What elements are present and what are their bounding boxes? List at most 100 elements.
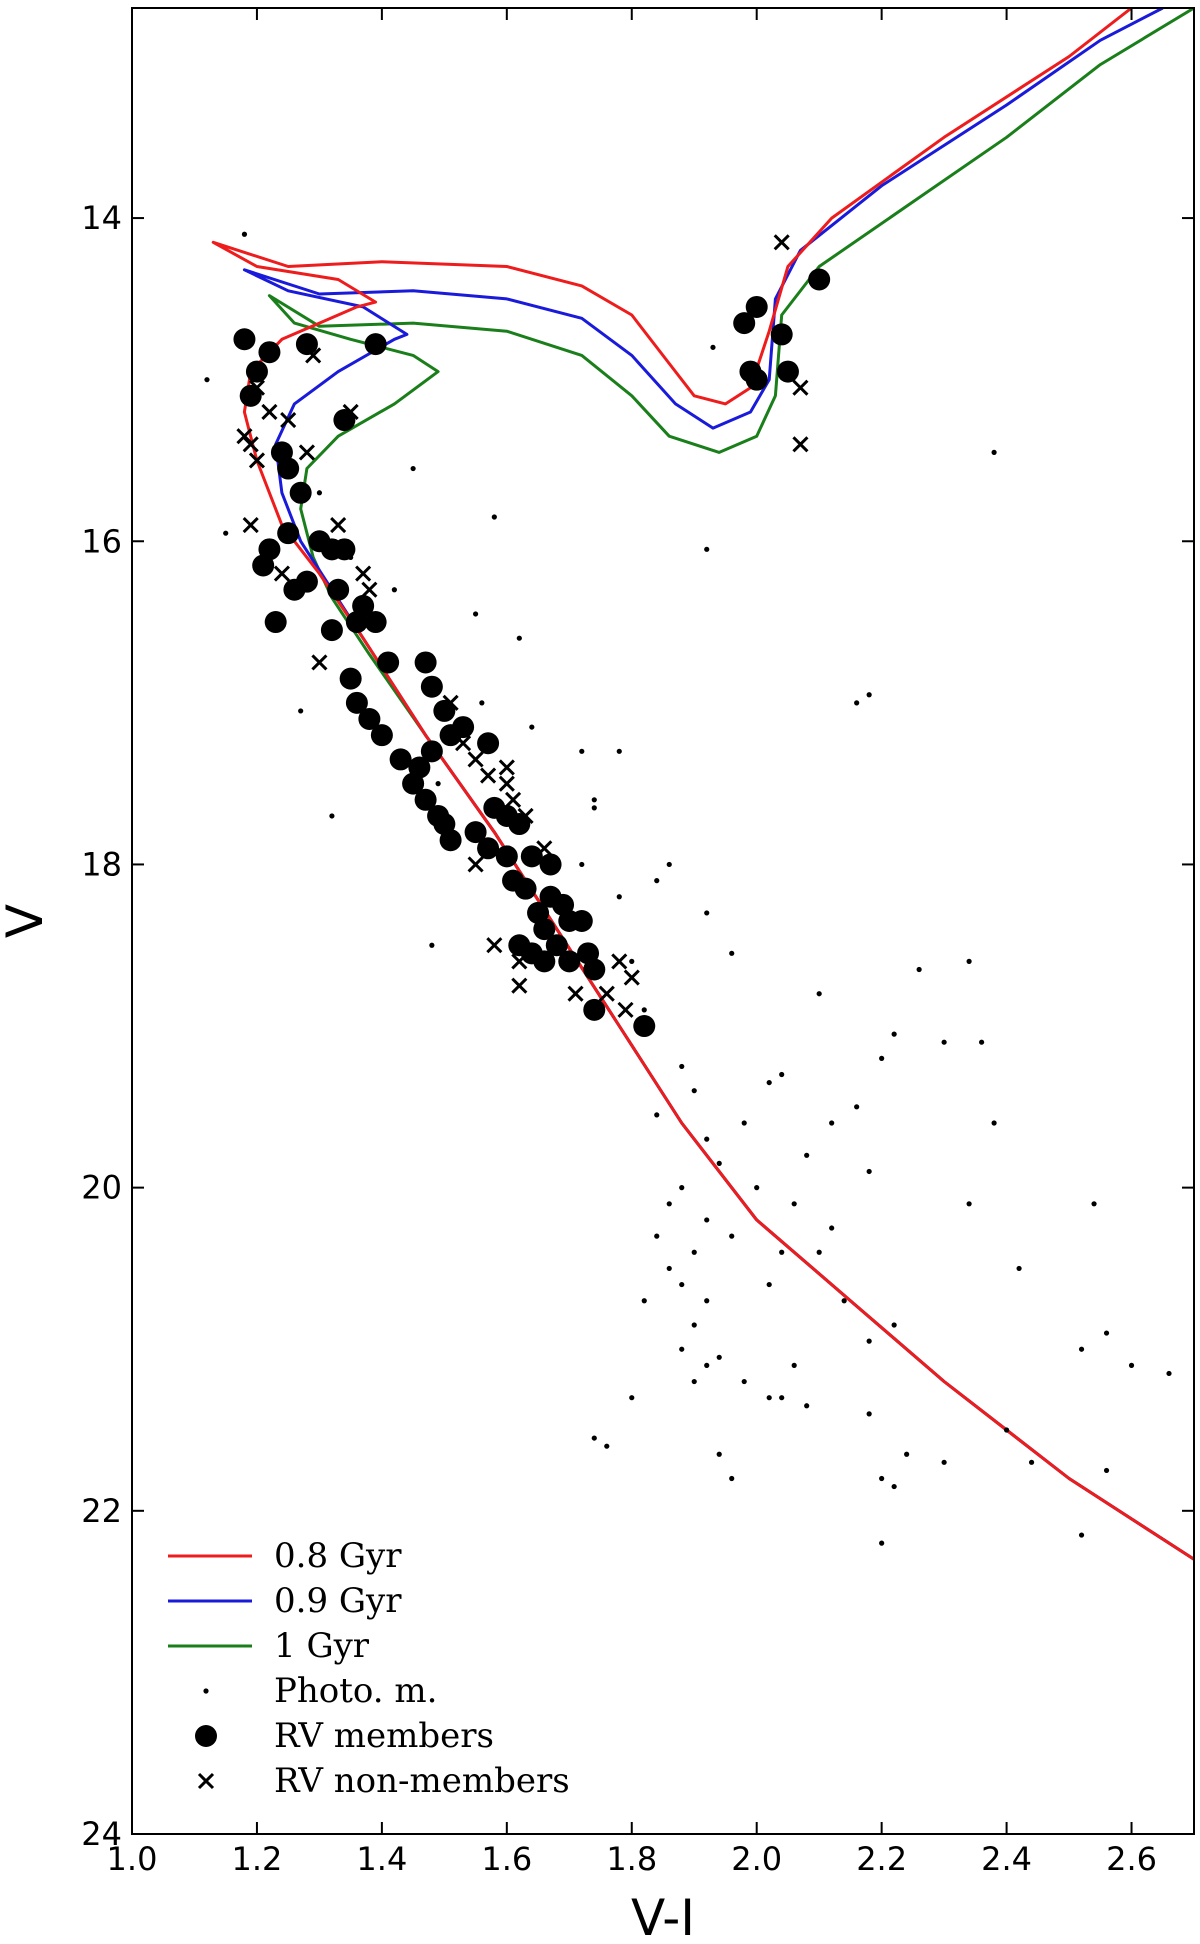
photometric-member-point [754, 1185, 760, 1191]
photometric-member-point [704, 1362, 710, 1368]
photometric-member-point [591, 1435, 597, 1441]
y-tick-label: 16 [81, 522, 122, 560]
photometric-member-point [516, 635, 522, 641]
photometric-member-point [616, 894, 622, 900]
x-tick-label: 1.2 [231, 1840, 282, 1878]
rv-member-point [420, 675, 443, 698]
x-tick-label: 1.0 [107, 1840, 158, 1878]
plot-frame [131, 7, 1195, 1835]
rv-non-member-point [298, 444, 315, 461]
y-tick-label: 18 [81, 845, 122, 883]
rv-non-member-point [342, 403, 359, 421]
rv-non-member-point [623, 969, 640, 986]
rv-member-point [545, 934, 568, 957]
rv-non-member-point [617, 1001, 634, 1018]
rv-member-point [733, 312, 756, 335]
rv-member-point [402, 772, 425, 795]
y-axis-title: V [0, 904, 54, 938]
photometric-member-point [691, 1249, 697, 1255]
rv-member-point [333, 538, 356, 561]
rv-member-point [452, 716, 475, 739]
photometric-member-point [654, 1112, 660, 1118]
photometric-member-point [1078, 1346, 1085, 1352]
rv-member-point [558, 950, 581, 973]
photometric-member-point [904, 1451, 910, 1457]
rv-non-member-point [242, 517, 259, 534]
rv-non-member-point [598, 985, 615, 1002]
photometric-member-point [879, 1540, 885, 1546]
photometric-member-point [729, 1233, 735, 1239]
rv-member-point [258, 341, 281, 364]
rv-non-member-point [773, 234, 790, 251]
x-tick-label: 2.4 [981, 1840, 1032, 1878]
rv-non-member-point [511, 953, 528, 970]
photometric-member-point [979, 1039, 985, 1045]
rv-member-point [364, 333, 387, 356]
photometric-member-point [679, 1063, 685, 1070]
photometric-member-point [1166, 1370, 1172, 1377]
rv-non-member-point [536, 840, 553, 857]
photometric-member-point [691, 1088, 697, 1094]
rv-non-member-point [330, 517, 347, 534]
rv-member-point [252, 554, 275, 577]
photometric-member-point [591, 805, 597, 811]
photometric-member-point [591, 797, 597, 803]
rv-member-point [233, 328, 256, 351]
rv-non-member-point [567, 985, 584, 1002]
photometric-member-point [704, 546, 710, 552]
rv-non-member-point [505, 791, 522, 808]
x-tick-label: 1.4 [356, 1840, 407, 1878]
rv-member-point [370, 724, 393, 747]
legend-label-photo-m: Photo. m. [274, 1671, 437, 1711]
y-tick-label: 20 [81, 1169, 122, 1207]
photometric-member-point [816, 1249, 822, 1255]
photometric-member-point [991, 449, 997, 455]
legend-swatch-rv-non-members [197, 1772, 215, 1790]
photometric-member-point [779, 1395, 785, 1401]
rv-non-member-point [361, 581, 378, 598]
rv-member-point [277, 522, 300, 545]
photometric-member-point [679, 1346, 685, 1352]
photometric-member-point [854, 700, 860, 706]
photometric-member-point [779, 1071, 785, 1078]
photometric-member-point [716, 1354, 722, 1360]
photometric-member-point [791, 1201, 797, 1207]
photometric-member-point [866, 1338, 872, 1344]
photometric-member-point [298, 708, 304, 714]
photometric-member-point [579, 748, 585, 754]
photometric-member-point [741, 1120, 747, 1126]
photometric-member-point [529, 724, 535, 730]
data-points [204, 231, 1172, 1546]
photometric-member-point [916, 966, 922, 973]
photometric-member-point [472, 611, 479, 617]
photometric-member-point [779, 1249, 785, 1255]
photometric-member-point [866, 1411, 872, 1417]
legend-label-0-8-gyr: 0.8 Gyr [274, 1536, 402, 1576]
rv-member-point [583, 998, 606, 1021]
photometric-member-point [1103, 1330, 1110, 1336]
rv-non-member-point [305, 347, 322, 364]
photometric-member-point [316, 490, 323, 496]
rv-member-point [358, 708, 381, 731]
photometric-member-point [679, 1185, 685, 1191]
rv-non-member-point [511, 977, 528, 994]
rv-non-member-point [280, 412, 297, 429]
legend-swatch-photo-m [203, 1688, 209, 1694]
photometric-member-point [804, 1152, 810, 1158]
rv-member-point [539, 853, 562, 876]
rv-non-member-point [467, 856, 484, 873]
rv-member-point [808, 268, 831, 291]
photometric-member-point [629, 1395, 635, 1401]
y-tick-label: 14 [81, 199, 122, 237]
photometric-member-point [1091, 1201, 1097, 1207]
photometric-member-point [710, 344, 716, 350]
photometric-member-point [666, 1265, 672, 1272]
rv-member-point [520, 942, 543, 965]
rv-non-member-point [248, 379, 266, 396]
photometric-member-point [629, 958, 635, 964]
photometric-member-point [704, 1136, 710, 1142]
photometric-member-point [766, 1079, 772, 1086]
photometric-member-point [579, 861, 585, 868]
y-tick-label: 22 [81, 1492, 122, 1530]
rv-member-point [289, 481, 312, 504]
